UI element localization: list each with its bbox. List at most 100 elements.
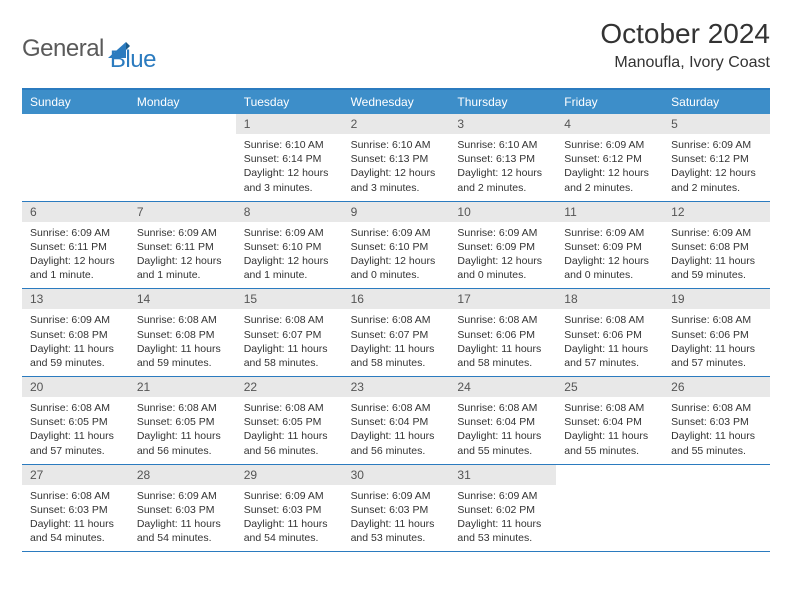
day-details: Sunrise: 6:08 AMSunset: 6:08 PMDaylight:… (129, 309, 236, 376)
daylight-text: Daylight: 12 hours and 3 minutes. (244, 166, 335, 194)
daylight-text: Daylight: 11 hours and 56 minutes. (351, 429, 442, 457)
day-details: Sunrise: 6:08 AMSunset: 6:03 PMDaylight:… (663, 397, 770, 464)
day-cell: 20Sunrise: 6:08 AMSunset: 6:05 PMDayligh… (22, 377, 129, 464)
sunrise-text: Sunrise: 6:10 AM (244, 138, 335, 152)
sunrise-text: Sunrise: 6:08 AM (564, 401, 655, 415)
sunset-text: Sunset: 6:12 PM (671, 152, 762, 166)
calendar: Sunday Monday Tuesday Wednesday Thursday… (22, 88, 770, 552)
day-number: 24 (449, 377, 556, 397)
daylight-text: Daylight: 11 hours and 59 minutes. (671, 254, 762, 282)
day-cell: 25Sunrise: 6:08 AMSunset: 6:04 PMDayligh… (556, 377, 663, 464)
day-cell: 26Sunrise: 6:08 AMSunset: 6:03 PMDayligh… (663, 377, 770, 464)
sunrise-text: Sunrise: 6:09 AM (351, 226, 442, 240)
day-details: Sunrise: 6:09 AMSunset: 6:12 PMDaylight:… (556, 134, 663, 201)
logo-text-2: Blue (110, 46, 156, 74)
week-row: ..1Sunrise: 6:10 AMSunset: 6:14 PMDaylig… (22, 114, 770, 202)
day-cell: 11Sunrise: 6:09 AMSunset: 6:09 PMDayligh… (556, 202, 663, 289)
day-cell: 12Sunrise: 6:09 AMSunset: 6:08 PMDayligh… (663, 202, 770, 289)
sunrise-text: Sunrise: 6:09 AM (671, 226, 762, 240)
sunrise-text: Sunrise: 6:08 AM (137, 401, 228, 415)
day-cell: 19Sunrise: 6:08 AMSunset: 6:06 PMDayligh… (663, 289, 770, 376)
sunset-text: Sunset: 6:07 PM (351, 328, 442, 342)
sunrise-text: Sunrise: 6:09 AM (564, 226, 655, 240)
day-details: Sunrise: 6:08 AMSunset: 6:07 PMDaylight:… (343, 309, 450, 376)
daylight-text: Daylight: 11 hours and 53 minutes. (351, 517, 442, 545)
daylight-text: Daylight: 11 hours and 57 minutes. (30, 429, 121, 457)
sunrise-text: Sunrise: 6:08 AM (671, 313, 762, 327)
sunset-text: Sunset: 6:10 PM (244, 240, 335, 254)
weekday-mon: Monday (129, 90, 236, 114)
day-cell: 1Sunrise: 6:10 AMSunset: 6:14 PMDaylight… (236, 114, 343, 201)
sunset-text: Sunset: 6:04 PM (351, 415, 442, 429)
day-cell: 6Sunrise: 6:09 AMSunset: 6:11 PMDaylight… (22, 202, 129, 289)
day-number: 31 (449, 465, 556, 485)
day-cell: 2Sunrise: 6:10 AMSunset: 6:13 PMDaylight… (343, 114, 450, 201)
day-details: Sunrise: 6:08 AMSunset: 6:06 PMDaylight:… (556, 309, 663, 376)
day-details: Sunrise: 6:09 AMSunset: 6:03 PMDaylight:… (343, 485, 450, 552)
day-details: Sunrise: 6:09 AMSunset: 6:09 PMDaylight:… (556, 222, 663, 289)
daylight-text: Daylight: 11 hours and 58 minutes. (244, 342, 335, 370)
daylight-text: Daylight: 11 hours and 58 minutes. (351, 342, 442, 370)
day-cell: . (556, 465, 663, 552)
day-cell: 5Sunrise: 6:09 AMSunset: 6:12 PMDaylight… (663, 114, 770, 201)
day-details: Sunrise: 6:09 AMSunset: 6:10 PMDaylight:… (343, 222, 450, 289)
day-number: 4 (556, 114, 663, 134)
weekday-tue: Tuesday (236, 90, 343, 114)
weekday-fri: Friday (556, 90, 663, 114)
day-number: 21 (129, 377, 236, 397)
daylight-text: Daylight: 11 hours and 55 minutes. (457, 429, 548, 457)
day-details: Sunrise: 6:09 AMSunset: 6:08 PMDaylight:… (663, 222, 770, 289)
daylight-text: Daylight: 11 hours and 59 minutes. (137, 342, 228, 370)
day-details: Sunrise: 6:09 AMSunset: 6:12 PMDaylight:… (663, 134, 770, 201)
sunrise-text: Sunrise: 6:08 AM (244, 313, 335, 327)
day-number: 17 (449, 289, 556, 309)
day-details: Sunrise: 6:09 AMSunset: 6:03 PMDaylight:… (129, 485, 236, 552)
logo-text-1: General (22, 35, 104, 63)
page-title: October 2024 (600, 18, 770, 50)
daylight-text: Daylight: 12 hours and 0 minutes. (351, 254, 442, 282)
day-cell: 16Sunrise: 6:08 AMSunset: 6:07 PMDayligh… (343, 289, 450, 376)
sunset-text: Sunset: 6:05 PM (30, 415, 121, 429)
sunset-text: Sunset: 6:07 PM (244, 328, 335, 342)
day-cell: 13Sunrise: 6:09 AMSunset: 6:08 PMDayligh… (22, 289, 129, 376)
day-cell: 4Sunrise: 6:09 AMSunset: 6:12 PMDaylight… (556, 114, 663, 201)
daylight-text: Daylight: 11 hours and 55 minutes. (671, 429, 762, 457)
week-row: 13Sunrise: 6:09 AMSunset: 6:08 PMDayligh… (22, 289, 770, 377)
daylight-text: Daylight: 11 hours and 53 minutes. (457, 517, 548, 545)
day-cell: 30Sunrise: 6:09 AMSunset: 6:03 PMDayligh… (343, 465, 450, 552)
day-details: Sunrise: 6:08 AMSunset: 6:05 PMDaylight:… (22, 397, 129, 464)
sunrise-text: Sunrise: 6:09 AM (671, 138, 762, 152)
day-number: 14 (129, 289, 236, 309)
sunset-text: Sunset: 6:11 PM (137, 240, 228, 254)
daylight-text: Daylight: 11 hours and 59 minutes. (30, 342, 121, 370)
sunset-text: Sunset: 6:11 PM (30, 240, 121, 254)
sunset-text: Sunset: 6:09 PM (564, 240, 655, 254)
sunset-text: Sunset: 6:12 PM (564, 152, 655, 166)
day-details: Sunrise: 6:08 AMSunset: 6:05 PMDaylight:… (236, 397, 343, 464)
day-number: 18 (556, 289, 663, 309)
day-cell: . (22, 114, 129, 201)
day-cell: 28Sunrise: 6:09 AMSunset: 6:03 PMDayligh… (129, 465, 236, 552)
day-number: 29 (236, 465, 343, 485)
sunrise-text: Sunrise: 6:08 AM (244, 401, 335, 415)
day-number: 23 (343, 377, 450, 397)
day-number: 1 (236, 114, 343, 134)
day-cell: 9Sunrise: 6:09 AMSunset: 6:10 PMDaylight… (343, 202, 450, 289)
daylight-text: Daylight: 12 hours and 0 minutes. (564, 254, 655, 282)
sunrise-text: Sunrise: 6:08 AM (351, 313, 442, 327)
sunset-text: Sunset: 6:03 PM (351, 503, 442, 517)
day-number: 27 (22, 465, 129, 485)
sunrise-text: Sunrise: 6:09 AM (30, 226, 121, 240)
day-cell: 29Sunrise: 6:09 AMSunset: 6:03 PMDayligh… (236, 465, 343, 552)
day-details: Sunrise: 6:09 AMSunset: 6:09 PMDaylight:… (449, 222, 556, 289)
sunrise-text: Sunrise: 6:08 AM (30, 401, 121, 415)
day-details: Sunrise: 6:08 AMSunset: 6:06 PMDaylight:… (663, 309, 770, 376)
day-number: 3 (449, 114, 556, 134)
day-cell: 22Sunrise: 6:08 AMSunset: 6:05 PMDayligh… (236, 377, 343, 464)
daylight-text: Daylight: 11 hours and 54 minutes. (30, 517, 121, 545)
day-cell: 31Sunrise: 6:09 AMSunset: 6:02 PMDayligh… (449, 465, 556, 552)
day-details: Sunrise: 6:09 AMSunset: 6:03 PMDaylight:… (236, 485, 343, 552)
daylight-text: Daylight: 11 hours and 58 minutes. (457, 342, 548, 370)
day-cell: . (663, 465, 770, 552)
day-details: Sunrise: 6:10 AMSunset: 6:13 PMDaylight:… (343, 134, 450, 201)
